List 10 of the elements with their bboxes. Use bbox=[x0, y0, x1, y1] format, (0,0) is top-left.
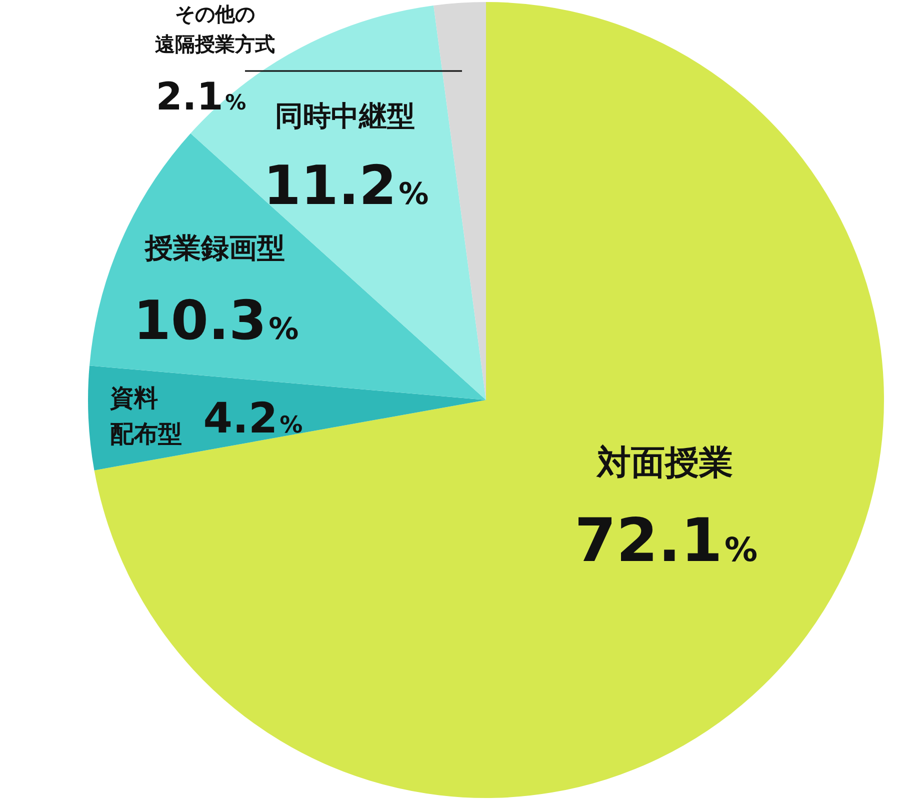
slice-label: 授業録画型 bbox=[144, 231, 285, 264]
data-label: 11.2% bbox=[263, 154, 429, 217]
slice-label: 対面授業 bbox=[596, 442, 733, 483]
data-label: 2.1% bbox=[156, 74, 246, 118]
slice-label: 資料配布型 bbox=[109, 384, 182, 448]
slice-label: 同時中継型 bbox=[275, 99, 415, 132]
data-label: 4.2% bbox=[203, 394, 303, 443]
slice-label: その他の遠隔授業方式 bbox=[155, 2, 275, 56]
data-label: 10.3% bbox=[133, 288, 299, 352]
data-label: 72.1% bbox=[574, 506, 758, 576]
